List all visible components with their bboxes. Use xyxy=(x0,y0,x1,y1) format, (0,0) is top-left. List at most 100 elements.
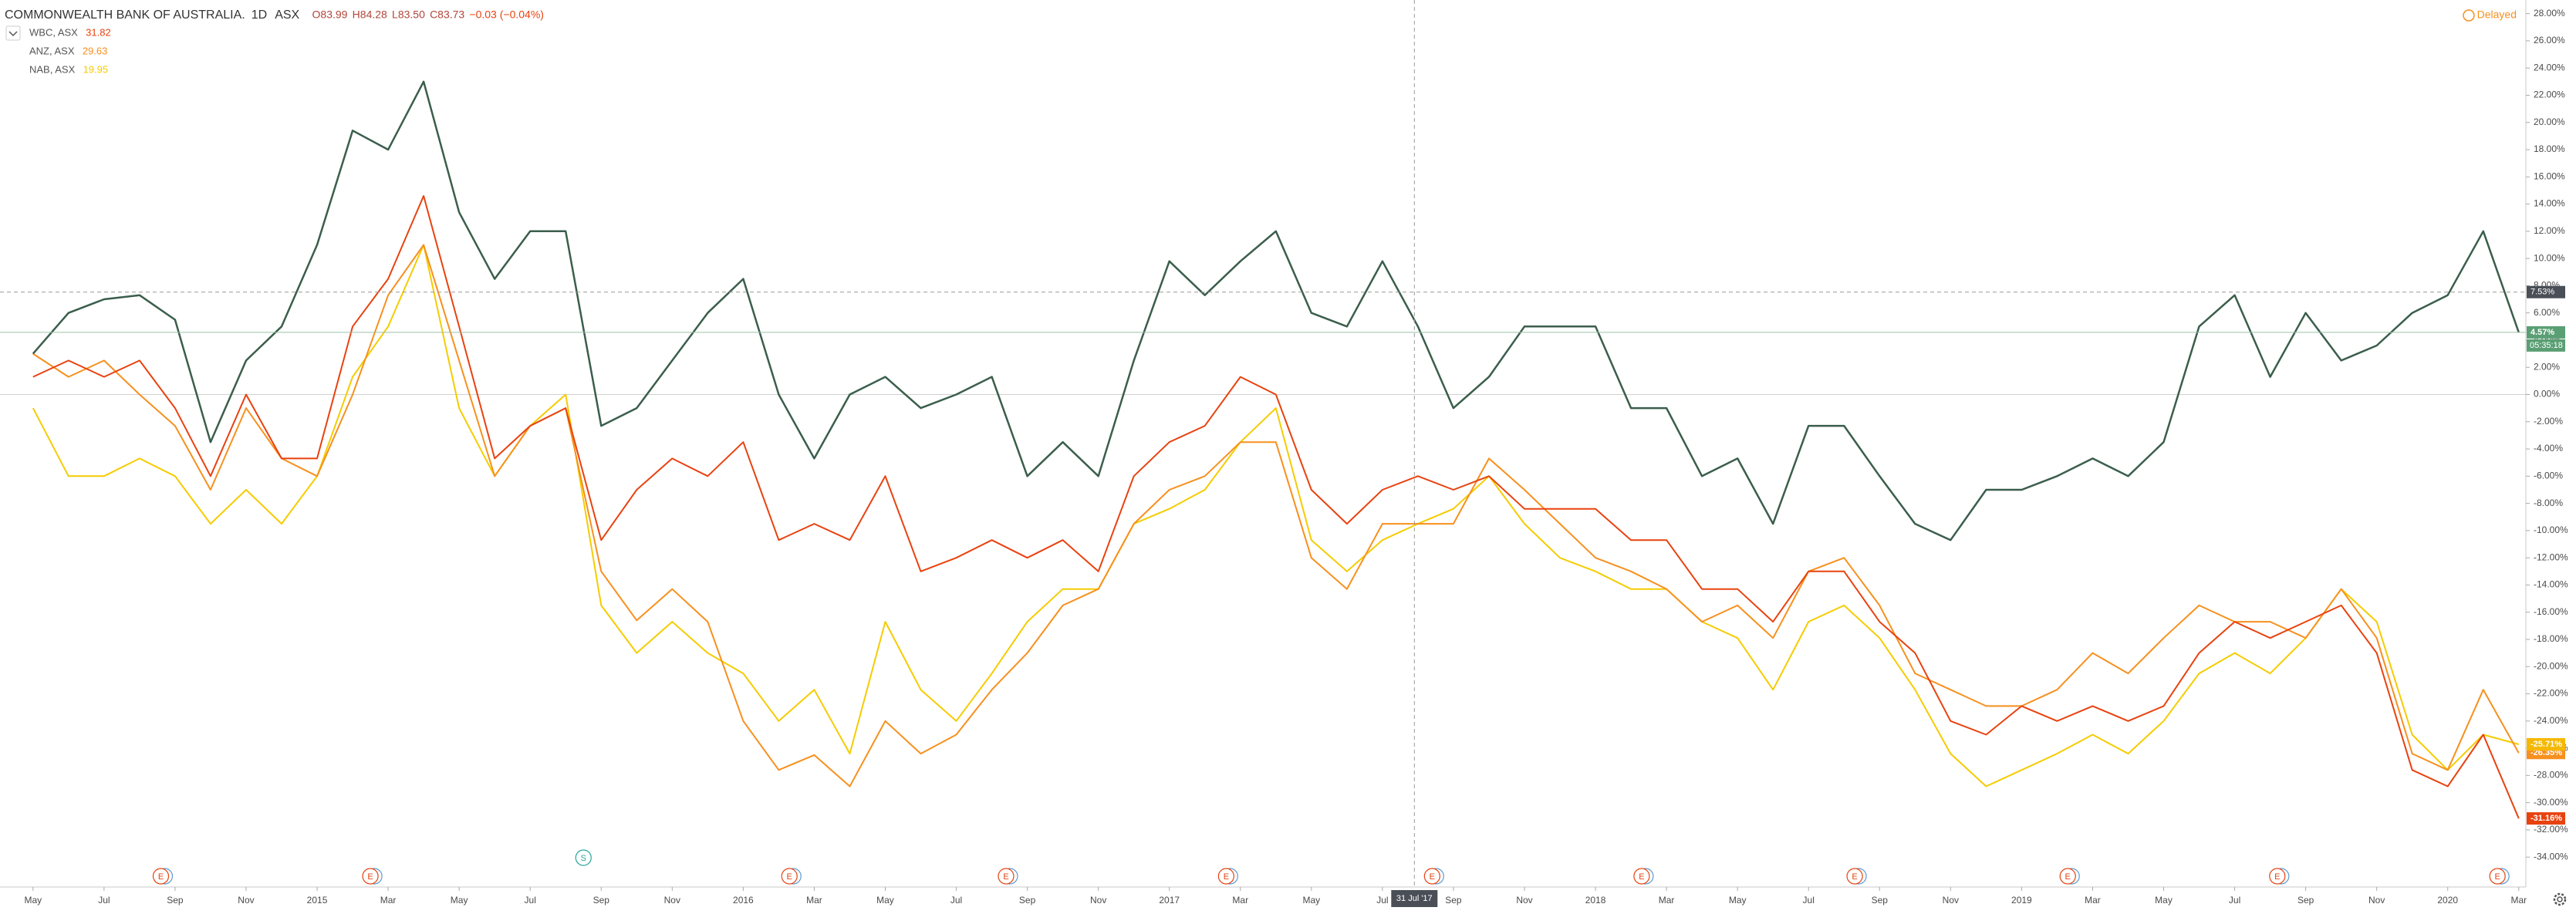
x-tick-label: Nov xyxy=(238,895,254,906)
legend-name: ANZ, ASX xyxy=(29,45,75,56)
y-tick-label: 10.00% xyxy=(2534,252,2565,263)
event-circle xyxy=(2489,868,2506,885)
event-marker[interactable]: E xyxy=(1633,868,1654,885)
event-label: E xyxy=(1639,872,1644,882)
last-value-label: -25.71% xyxy=(2530,740,2562,749)
event-circle xyxy=(998,868,1015,885)
event-circle xyxy=(1846,868,1863,885)
event-label: S xyxy=(581,854,586,863)
event-marker[interactable]: E xyxy=(1423,868,1444,885)
ohlc-value: H84.28 xyxy=(353,8,387,21)
y-tick-label: -32.00% xyxy=(2534,824,2568,835)
last-value-label: 4.57% xyxy=(2530,328,2554,337)
x-tick-label: 2015 xyxy=(307,895,328,906)
x-tick-label: May xyxy=(876,895,894,906)
event-label: E xyxy=(2495,872,2500,882)
event-marker[interactable]: E xyxy=(781,868,802,885)
event-label: E xyxy=(1224,872,1229,882)
y-tick-label: -34.00% xyxy=(2534,851,2568,862)
y-tick-label: -8.00% xyxy=(2534,497,2563,508)
y-tick-label: 18.00% xyxy=(2534,143,2565,154)
x-tick-label: Sep xyxy=(167,895,184,906)
event-label: E xyxy=(1430,872,1435,882)
series-line xyxy=(32,80,2520,541)
x-tick-label: 2019 xyxy=(2011,895,2032,906)
x-tick-label: May xyxy=(1302,895,1320,906)
event-label: E xyxy=(2274,872,2280,882)
y-tick-label: -18.00% xyxy=(2534,633,2568,644)
y-tick-label: 22.00% xyxy=(2534,89,2565,100)
last-value-label: -31.16% xyxy=(2530,814,2562,823)
event-circle xyxy=(362,868,379,885)
event-marker[interactable]: E xyxy=(2489,868,2510,885)
x-tick-label: Sep xyxy=(1019,895,1036,906)
series-line xyxy=(32,195,2520,819)
y-tick-label: 28.00% xyxy=(2534,8,2565,19)
event-label: E xyxy=(1003,872,1008,882)
event-label: E xyxy=(158,872,164,882)
event-label: E xyxy=(2065,872,2071,882)
y-tick-label: 0.00% xyxy=(2534,389,2560,400)
y-tick-label: -6.00% xyxy=(2534,470,2563,481)
y-tick-label: -12.00% xyxy=(2534,551,2568,562)
event-marker[interactable]: E xyxy=(152,868,174,885)
y-tick-label: -22.00% xyxy=(2534,688,2568,699)
ohlc-value: L83.50 xyxy=(392,8,425,21)
header: COMMONWEALTH BANK OF AUSTRALIA. 1D ASX xyxy=(5,8,300,22)
y-tick-label: 2.00% xyxy=(2534,361,2560,372)
event-circle xyxy=(1423,868,1440,885)
legend-price: 31.82 xyxy=(86,26,111,38)
delayed-status[interactable]: Delayed xyxy=(2477,8,2517,21)
status-icon xyxy=(2463,9,2475,22)
last-value-badge xyxy=(2527,325,2565,339)
event-marker[interactable]: E xyxy=(362,868,383,885)
legend-price: 29.63 xyxy=(83,45,108,56)
x-tick-label: 2018 xyxy=(1585,895,1606,906)
x-tick-label: Jul xyxy=(950,895,962,906)
x-tick-label: Mar xyxy=(380,895,397,906)
y-tick-label: -30.00% xyxy=(2534,797,2568,808)
interval[interactable]: 1D xyxy=(252,8,267,22)
event-marker[interactable]: E xyxy=(1846,868,1867,885)
exchange: ASX xyxy=(275,8,299,22)
event-marker[interactable]: E xyxy=(998,868,1018,885)
crosshair-x-label: 31 Jul '17 xyxy=(1396,894,1433,903)
symbol-title[interactable]: COMMONWEALTH BANK OF AUSTRALIA. xyxy=(5,8,245,22)
last-value-label: -26.35% xyxy=(2530,748,2562,757)
event-circle xyxy=(1217,868,1234,885)
y-tick-label: 26.00% xyxy=(2534,35,2565,46)
x-tick-label: 2017 xyxy=(1159,895,1180,906)
y-tick-label: 20.00% xyxy=(2534,116,2565,127)
ohlc-value: −0.03 (−0.04%) xyxy=(469,8,544,21)
countdown-badge xyxy=(2527,339,2565,352)
last-value-badge xyxy=(2527,812,2565,825)
crosshair-y-label: 7.53% xyxy=(2530,288,2554,297)
y-tick-label: -20.00% xyxy=(2534,660,2568,671)
x-tick-label: Nov xyxy=(1943,895,1959,906)
event-circle xyxy=(152,868,170,885)
x-tick-label: Jul xyxy=(1376,895,1388,906)
event-label: E xyxy=(1852,872,1857,882)
y-tick-label: 6.00% xyxy=(2534,307,2560,318)
event-marker[interactable]: E xyxy=(2059,868,2080,885)
event-marker[interactable]: E xyxy=(1217,868,1238,885)
y-tick-label: -24.00% xyxy=(2534,715,2568,726)
last-value-badge xyxy=(2527,737,2565,750)
crosshair-x-badge xyxy=(1391,890,1438,907)
x-tick-label: Sep xyxy=(1872,895,1889,906)
y-tick-label: -4.00% xyxy=(2534,443,2563,454)
x-tick-label: Mar xyxy=(1659,895,1675,906)
countdown: 05:35:18 xyxy=(2530,341,2563,350)
event-marker[interactable]: S xyxy=(575,849,592,866)
settings-button[interactable] xyxy=(2553,892,2567,906)
y-tick-label: -28.00% xyxy=(2534,770,2568,781)
ohlc-value: O83.99 xyxy=(312,8,348,21)
x-tick-label: Mar xyxy=(2085,895,2101,906)
gear-hub xyxy=(2557,896,2563,902)
event-marker[interactable]: E xyxy=(2269,868,2290,885)
x-tick-label: Nov xyxy=(1090,895,1106,906)
y-tick-label: -14.00% xyxy=(2534,579,2568,590)
y-tick-label: 12.00% xyxy=(2534,225,2565,236)
